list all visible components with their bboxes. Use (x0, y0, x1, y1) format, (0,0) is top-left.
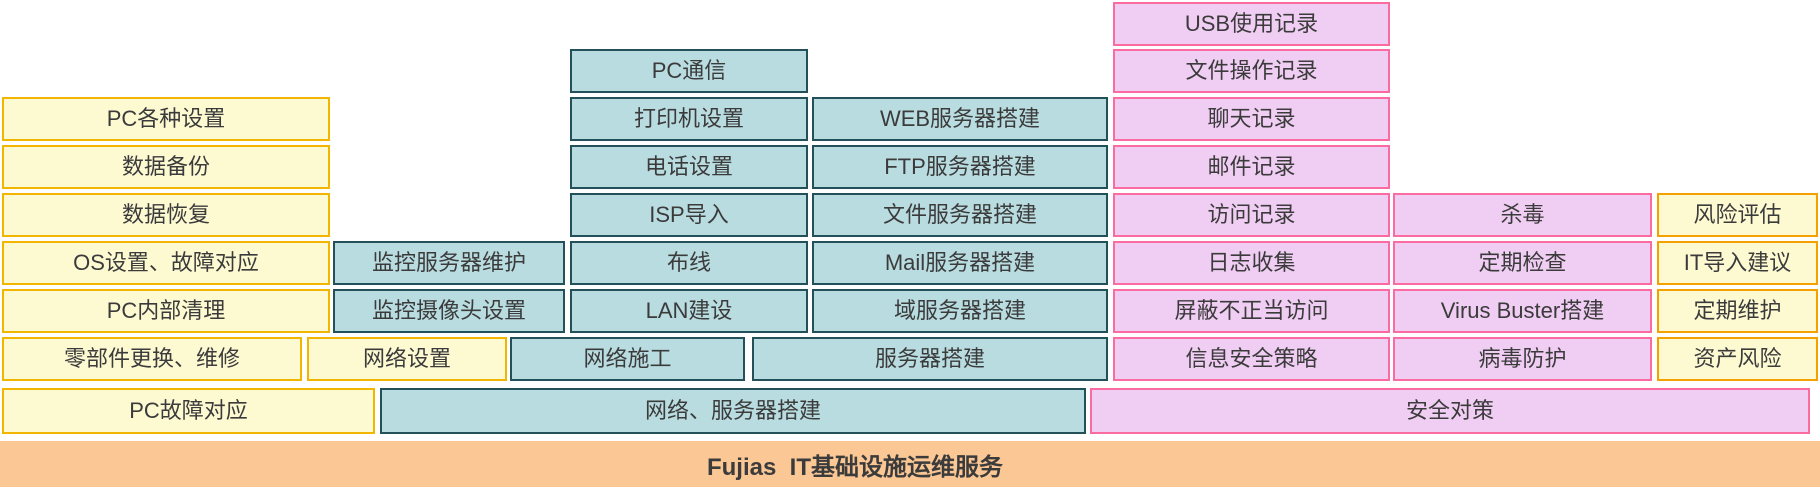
service-block: 文件服务器搭建 (812, 193, 1108, 237)
service-block: 文件操作记录 (1113, 49, 1390, 93)
service-block: 定期检查 (1393, 241, 1652, 285)
service-block: WEB服务器搭建 (812, 97, 1108, 141)
service-block: 网络设置 (307, 337, 507, 381)
service-block: 电话设置 (570, 145, 808, 189)
service-block: 日志收集 (1113, 241, 1390, 285)
service-block: PC内部清理 (2, 289, 330, 333)
service-block: PC各种设置 (2, 97, 330, 141)
service-block: 邮件记录 (1113, 145, 1390, 189)
service-block: 网络施工 (510, 337, 745, 381)
service-block: PC通信 (570, 49, 808, 93)
service-block: 数据恢复 (2, 193, 330, 237)
service-block: PC故障对应 (2, 388, 375, 434)
service-block: 打印机设置 (570, 97, 808, 141)
service-block: IT导入建议 (1657, 241, 1818, 285)
service-block: Mail服务器搭建 (812, 241, 1108, 285)
service-block: OS设置、故障对应 (2, 241, 330, 285)
service-block: 域服务器搭建 (812, 289, 1108, 333)
service-block: 病毒防护 (1393, 337, 1652, 381)
service-block: 服务器搭建 (752, 337, 1108, 381)
service-block: 杀毒 (1393, 193, 1652, 237)
service-block: 聊天记录 (1113, 97, 1390, 141)
service-block: 监控服务器维护 (333, 241, 565, 285)
service-block: 资产风险 (1657, 337, 1818, 381)
service-block: 风险评估 (1657, 193, 1818, 237)
service-block: 访问记录 (1113, 193, 1390, 237)
service-block: Virus Buster搭建 (1393, 289, 1652, 333)
service-block: 数据备份 (2, 145, 330, 189)
service-block: 屏蔽不正当访问 (1113, 289, 1390, 333)
service-block: LAN建设 (570, 289, 808, 333)
service-block: USB使用记录 (1113, 2, 1390, 46)
footer-title: Fujias IT基础设施运维服务 (706, 453, 1003, 481)
service-block: 安全对策 (1090, 388, 1810, 434)
service-block: 网络、服务器搭建 (380, 388, 1086, 434)
service-block: 布线 (570, 241, 808, 285)
service-block: 零部件更换、维修 (2, 337, 302, 381)
service-block: FTP服务器搭建 (812, 145, 1108, 189)
service-block: ISP导入 (570, 193, 808, 237)
service-block: 监控摄像头设置 (333, 289, 565, 333)
footer-bar: Fujias IT基础设施运维服务 (0, 441, 1820, 487)
service-block: 信息安全策略 (1113, 337, 1390, 381)
service-block: 定期维护 (1657, 289, 1818, 333)
